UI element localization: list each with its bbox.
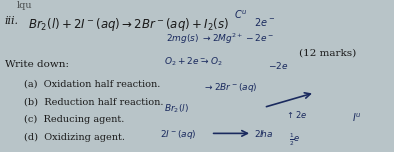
Text: (b)  Reduction half reaction.: (b) Reduction half reaction. xyxy=(24,97,164,106)
Text: $-2e$: $-2e$ xyxy=(268,60,288,71)
Text: $Br_2(l) + 2I^-(aq) \rightarrow 2Br^-(aq) + I_2(s)$: $Br_2(l) + 2I^-(aq) \rightarrow 2Br^-(aq… xyxy=(28,16,229,33)
Text: $\rightarrow O_2$: $\rightarrow O_2$ xyxy=(199,55,223,68)
Text: $\rightarrow 2Mg^{2+}-2e^-$: $\rightarrow 2Mg^{2+}-2e^-$ xyxy=(201,32,274,46)
Text: (a)  Oxidation half reaction.: (a) Oxidation half reaction. xyxy=(24,79,161,88)
Text: (c)  Reducing agent.: (c) Reducing agent. xyxy=(24,115,125,124)
Text: $\uparrow 2e$: $\uparrow 2e$ xyxy=(285,109,308,120)
Text: $2I^-(aq)$: $2I^-(aq)$ xyxy=(160,128,196,141)
Text: $2e^-$: $2e^-$ xyxy=(254,16,275,28)
Text: $2mg(s)$: $2mg(s)$ xyxy=(165,32,199,45)
Text: $I^u$: $I^u$ xyxy=(352,112,362,124)
Text: iii.: iii. xyxy=(5,16,19,26)
Text: (12 marks): (12 marks) xyxy=(299,48,356,57)
Text: lqu: lqu xyxy=(17,1,32,10)
Text: $\frac{1}{2}e$: $\frac{1}{2}e$ xyxy=(289,131,301,148)
Text: Write down:: Write down: xyxy=(5,60,69,69)
Text: $C^u$: $C^u$ xyxy=(234,8,248,21)
Text: $Br_2(l)$: $Br_2(l)$ xyxy=(164,103,188,116)
Text: $O_2+2e^-$: $O_2+2e^-$ xyxy=(164,55,206,68)
Text: $\rightarrow 2Br^-(aq)$: $\rightarrow 2Br^-(aq)$ xyxy=(203,81,258,94)
Text: $2I\!ha$: $2I\!ha$ xyxy=(254,128,273,139)
Text: (d)  Oxidizing agent.: (d) Oxidizing agent. xyxy=(24,133,125,142)
